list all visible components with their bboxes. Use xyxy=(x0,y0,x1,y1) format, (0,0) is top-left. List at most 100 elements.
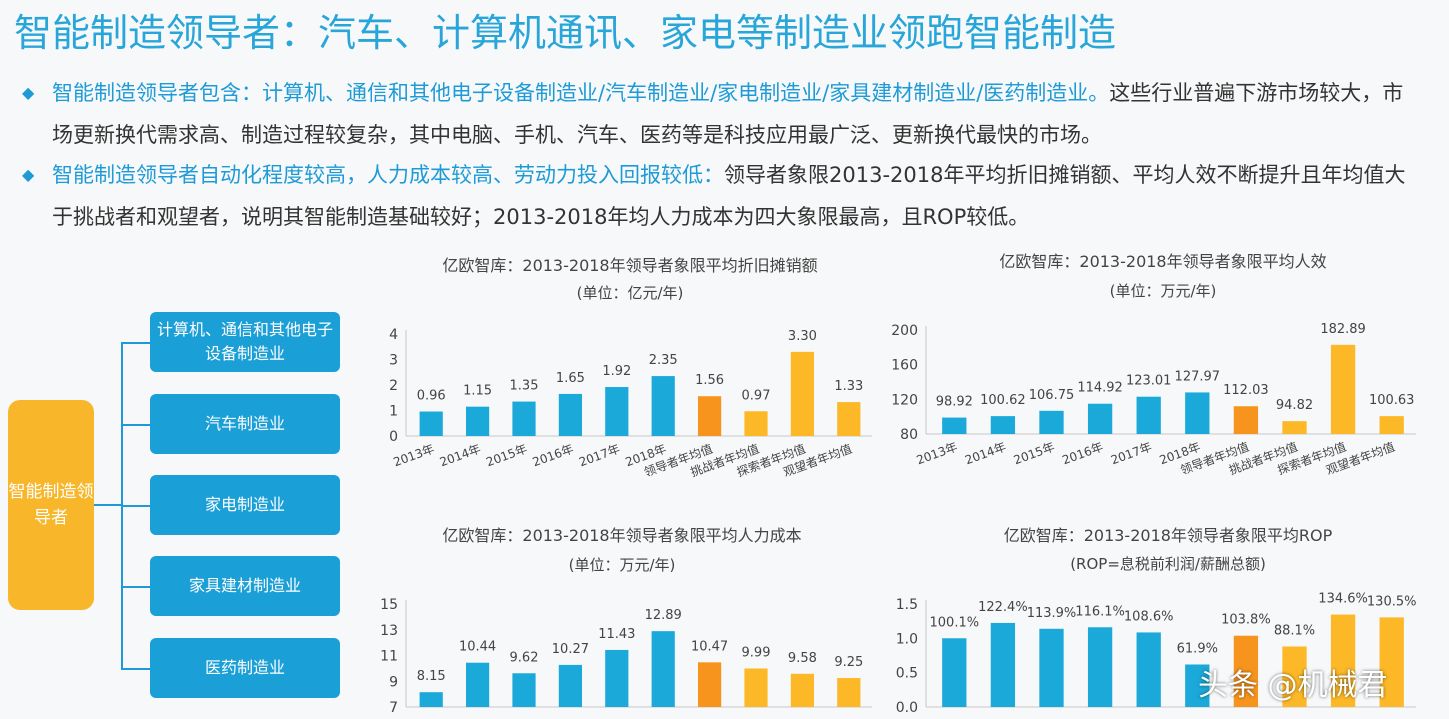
data-label: 100.1% xyxy=(930,615,980,630)
efficiency-bar-chart: 80 120 160 200 98.92 2013年 100.62 2014年 106.75 20… xyxy=(891,322,1416,477)
bar xyxy=(1039,410,1064,434)
data-label: 103.8% xyxy=(1221,613,1271,628)
data-label: 134.6% xyxy=(1318,592,1368,607)
bar xyxy=(1233,635,1259,707)
data-label: 0.96 xyxy=(417,389,446,404)
data-label: 1.15 xyxy=(463,384,492,399)
bar xyxy=(1087,627,1113,707)
data-label: 106.75 xyxy=(1029,388,1075,403)
chart-4-subtitle: (ROP=息税前利润/薪酬总额) xyxy=(1070,555,1266,573)
y-tick-label: 1 xyxy=(389,404,398,420)
y-tick-label: 0 xyxy=(389,429,398,445)
category-label: 2014年 xyxy=(963,440,1008,468)
data-label: 123.01 xyxy=(1126,374,1172,389)
bar xyxy=(605,387,629,436)
data-label: 9.25 xyxy=(834,655,863,670)
bar xyxy=(1330,344,1356,434)
diamond-bullet-icon: ◆ xyxy=(22,83,35,102)
data-label: 100.62 xyxy=(980,393,1026,408)
tree-connector xyxy=(121,586,151,588)
bar xyxy=(942,638,967,707)
bar xyxy=(744,668,768,707)
bar xyxy=(1330,614,1356,707)
chart-2-subtitle: (单位：万元/年) xyxy=(1109,282,1217,300)
tree-connector xyxy=(121,342,151,344)
y-tick-label: 160 xyxy=(891,358,918,374)
bullet-2: ◆ 智能制造领导者自动化程度较高，人力成本较高、劳动力投入回报较低：领导者象限2… xyxy=(22,154,1422,238)
data-label: 100.63 xyxy=(1369,393,1415,408)
y-tick-label: 120 xyxy=(891,392,918,408)
data-label: 10.44 xyxy=(459,640,496,655)
y-tick-label: 200 xyxy=(891,323,918,339)
rop-bar-chart: 0.0 0.5 1.0 1.5 100.1%122.4% 113.9% 116.1% 108.… xyxy=(896,592,1417,716)
tree-connector xyxy=(121,505,151,507)
y-tick-label: 9 xyxy=(389,674,398,690)
bar xyxy=(790,351,814,436)
data-label: 122.4% xyxy=(978,600,1028,615)
data-label: 8.15 xyxy=(417,669,446,684)
bar xyxy=(1379,416,1404,434)
data-label: 10.27 xyxy=(552,642,589,657)
bar xyxy=(651,376,675,436)
y-tick-label: 11 xyxy=(380,649,398,665)
bar xyxy=(837,678,861,707)
bar xyxy=(1136,396,1161,434)
bar xyxy=(942,417,967,434)
labor-cost-bar-chart: 7 9 11 13 15 8.15 10.44 9.62 10.27 11.43 12.89 10.4… xyxy=(380,597,872,716)
y-tick-label: 3 xyxy=(389,353,398,369)
bar xyxy=(1233,406,1259,434)
tree-node-electronics: 计算机、通信和其他电子设备制造业 xyxy=(150,312,340,372)
bar xyxy=(698,662,722,707)
bar xyxy=(512,673,536,707)
y-tick-label: 1.5 xyxy=(896,597,918,613)
category-label: 2016年 xyxy=(1060,440,1105,468)
y-tick-label: 13 xyxy=(380,623,398,639)
bar xyxy=(837,402,861,436)
data-label: 108.6% xyxy=(1124,609,1174,624)
data-label: 61.9% xyxy=(1177,641,1218,656)
bullet-2-highlight: 智能制造领导者自动化程度较高，人力成本较高、劳动力投入回报较低： xyxy=(52,163,724,187)
page-title: 智能制造领导者：汽车、计算机通讯、家电等制造业领跑智能制造 xyxy=(14,11,1117,55)
data-label: 1.33 xyxy=(834,379,863,394)
diamond-bullet-icon: ◆ xyxy=(22,165,35,184)
chart-1-subtitle: (单位：亿元/年) xyxy=(576,284,684,302)
chart-3-title: 亿欧智库：2013-2018年领导者象限平均人力成本 xyxy=(442,526,802,545)
bar xyxy=(1379,617,1404,707)
bar xyxy=(1087,403,1113,434)
tree-node-furniture: 家具建材制造业 xyxy=(150,556,340,616)
tree-node-automotive: 汽车制造业 xyxy=(150,394,340,454)
bar xyxy=(558,393,582,436)
data-label: 130.5% xyxy=(1367,594,1417,609)
bar xyxy=(512,401,536,436)
bullet-2-text: 领导者象限2013-2018年平均折旧摊销额、平均人效不断提升且年均值大于挑战者… xyxy=(52,163,1406,229)
data-label: 1.35 xyxy=(510,379,539,394)
data-label: 9.99 xyxy=(742,646,771,661)
bar xyxy=(466,662,490,707)
data-label: 88.1% xyxy=(1274,624,1315,639)
category-label: 2015年 xyxy=(1012,440,1057,468)
bar xyxy=(990,416,1016,434)
bar xyxy=(698,396,722,436)
bar xyxy=(990,622,1016,707)
category-label: 2016年 xyxy=(531,442,576,470)
tree-node-pharma: 医药制造业 xyxy=(150,638,340,698)
category-label: 2013年 xyxy=(391,442,436,470)
data-label: 3.30 xyxy=(788,329,817,344)
data-label: 2.35 xyxy=(649,353,678,368)
data-label: 9.62 xyxy=(510,650,539,665)
data-label: 94.82 xyxy=(1276,398,1313,413)
chart-1-title: 亿欧智库：2013-2018年领导者象限平均折旧摊销额 xyxy=(442,256,818,275)
data-label: 1.92 xyxy=(602,364,631,379)
y-tick-label: 7 xyxy=(389,700,398,716)
bar xyxy=(1282,421,1307,434)
bar xyxy=(1039,628,1064,707)
data-label: 113.9% xyxy=(1027,606,1077,621)
bullet-1-highlight: 智能制造领导者包含：计算机、通信和其他电子设备制造业/汽车制造业/家电制造业/家… xyxy=(52,81,1110,105)
bar xyxy=(651,631,675,707)
data-label: 0.97 xyxy=(742,388,771,403)
y-tick-label: 0.5 xyxy=(896,666,918,682)
data-label: 1.56 xyxy=(695,373,724,388)
bar xyxy=(1185,664,1210,707)
bar xyxy=(1185,392,1210,434)
category-label: 2015年 xyxy=(484,442,529,470)
